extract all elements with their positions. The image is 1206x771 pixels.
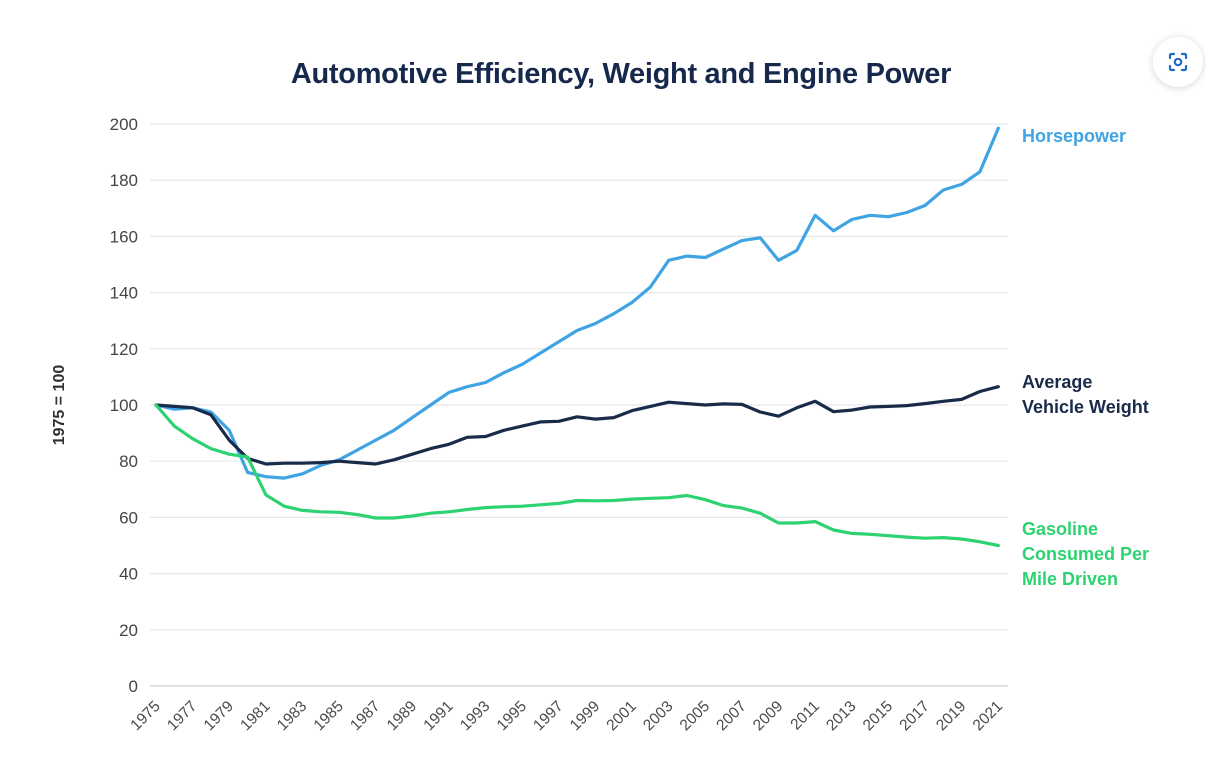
series-label-horsepower: Horsepower xyxy=(1022,126,1127,146)
series-line-gasoline-consumed-per-mile-driven xyxy=(154,403,1000,548)
y-tick-label-200: 200 xyxy=(110,115,138,134)
y-tick-label-40: 40 xyxy=(119,565,138,584)
x-tick-label-1983: 1983 xyxy=(274,698,310,734)
x-tick-label-2007: 2007 xyxy=(713,698,749,734)
x-tick-label-2013: 2013 xyxy=(823,698,859,734)
x-tick-label-1989: 1989 xyxy=(384,698,420,734)
y-tick-label-120: 120 xyxy=(110,340,138,359)
x-tick-label-2019: 2019 xyxy=(933,698,969,734)
y-tick-label-60: 60 xyxy=(119,508,138,527)
x-tick-label-1997: 1997 xyxy=(530,698,566,734)
y-axis-title: 1975 = 100 xyxy=(51,365,68,446)
y-axis-tick-labels: 0 20 40 60 80 100 120 140 160 180 200 xyxy=(110,115,138,696)
y-tick-label-100: 100 xyxy=(110,396,138,415)
x-tick-label-1991: 1991 xyxy=(420,698,456,734)
x-tick-label-1985: 1985 xyxy=(311,698,347,734)
y-tick-label-160: 160 xyxy=(110,227,138,246)
x-tick-label-1977: 1977 xyxy=(164,698,200,734)
x-tick-label-2001: 2001 xyxy=(603,698,639,734)
x-tick-label-2015: 2015 xyxy=(860,698,896,734)
x-tick-label-2017: 2017 xyxy=(896,698,932,734)
y-tick-label-20: 20 xyxy=(119,621,138,640)
x-tick-label-1993: 1993 xyxy=(457,698,493,734)
x-tick-label-1995: 1995 xyxy=(494,698,530,734)
x-tick-label-1987: 1987 xyxy=(347,698,383,734)
y-tick-label-80: 80 xyxy=(119,452,138,471)
x-tick-label-2005: 2005 xyxy=(677,698,713,734)
y-tick-label-180: 180 xyxy=(110,171,138,190)
series-label-average-vehicle-weight: Average Vehicle Weight xyxy=(1022,372,1149,417)
x-tick-label-1999: 1999 xyxy=(567,698,603,734)
series-label-gasoline-consumed: Gasoline Consumed Per Mile Driven xyxy=(1022,519,1150,589)
x-tick-label-1981: 1981 xyxy=(237,698,273,734)
x-tick-label-2011: 2011 xyxy=(787,698,823,734)
x-tick-label-1979: 1979 xyxy=(201,698,237,734)
series-lines xyxy=(154,126,1000,548)
x-tick-label-1975: 1975 xyxy=(127,698,163,734)
x-axis-tick-labels: 1975 1977 1979 1981 1983 1985 1987 1989 1991 1993… xyxy=(127,698,1006,734)
y-tick-label-140: 140 xyxy=(110,284,138,303)
series-line-average-vehicle-weight xyxy=(154,385,1000,466)
screen-capture-icon xyxy=(1168,52,1188,72)
x-tick-label-2003: 2003 xyxy=(640,698,676,734)
y-tick-label-0: 0 xyxy=(129,677,138,696)
series-line-horsepower xyxy=(154,126,1000,480)
x-tick-label-2021: 2021 xyxy=(970,698,1006,734)
screen-capture-button[interactable] xyxy=(1153,37,1203,87)
gridlines xyxy=(150,123,1008,687)
x-tick-label-2009: 2009 xyxy=(750,698,786,734)
chart-title: Automotive Efficiency, Weight and Engine… xyxy=(290,58,952,90)
